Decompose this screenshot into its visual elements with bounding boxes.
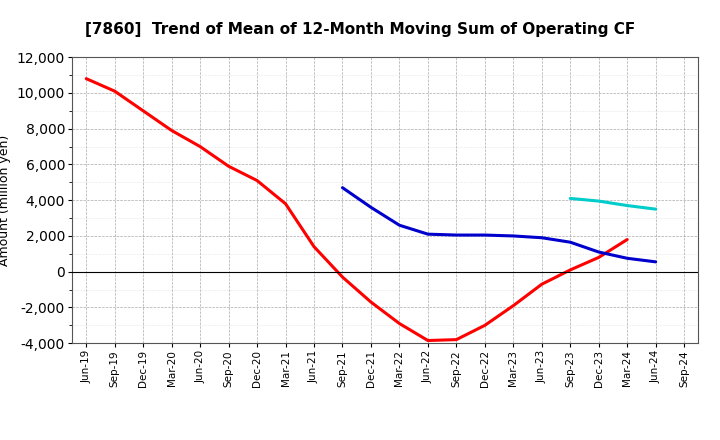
5 Years [395,223,404,228]
7 Years [566,196,575,201]
3 Years [423,338,432,343]
3 Years [623,237,631,242]
3 Years [395,321,404,326]
7 Years [623,203,631,208]
Line: 3 Years: 3 Years [86,79,627,341]
3 Years [452,337,461,342]
3 Years [82,76,91,81]
3 Years [196,144,204,149]
Line: 5 Years: 5 Years [343,188,656,262]
3 Years [110,88,119,94]
3 Years [566,267,575,272]
5 Years [452,232,461,238]
5 Years [338,185,347,191]
5 Years [366,205,375,210]
7 Years [595,198,603,204]
5 Years [423,231,432,237]
Y-axis label: Amount (million yen): Amount (million yen) [0,135,12,266]
3 Years [282,201,290,206]
3 Years [595,255,603,260]
5 Years [509,233,518,238]
3 Years [366,300,375,305]
Line: 7 Years: 7 Years [570,198,656,209]
5 Years [566,239,575,245]
7 Years [652,206,660,212]
3 Years [509,303,518,308]
3 Years [310,244,318,249]
5 Years [652,259,660,264]
3 Years [225,164,233,169]
3 Years [480,323,489,328]
5 Years [595,249,603,255]
3 Years [167,128,176,133]
Text: [7860]  Trend of Mean of 12-Month Moving Sum of Operating CF: [7860] Trend of Mean of 12-Month Moving … [85,22,635,37]
3 Years [253,178,261,183]
5 Years [623,256,631,261]
5 Years [480,232,489,238]
3 Years [338,275,347,280]
5 Years [537,235,546,240]
3 Years [139,108,148,114]
3 Years [537,282,546,287]
